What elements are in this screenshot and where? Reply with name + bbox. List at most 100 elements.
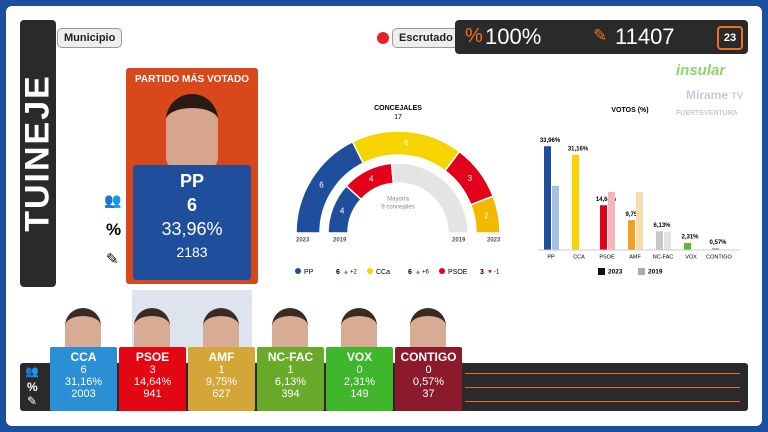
legend-seats: 6 bbox=[408, 269, 412, 276]
chart-title: CONCEJALES bbox=[374, 105, 422, 112]
vote-icon: ✎ bbox=[106, 251, 119, 268]
year-label: 2023 bbox=[296, 238, 310, 244]
bar bbox=[552, 185, 559, 250]
legend-dot bbox=[367, 268, 373, 274]
bar bbox=[544, 146, 551, 250]
party-votes: 37 bbox=[422, 388, 435, 400]
rule bbox=[465, 373, 740, 374]
party-votes: 627 bbox=[212, 388, 231, 400]
scrutinized: 100% bbox=[485, 24, 542, 49]
majority-seats: 9 concejales bbox=[381, 205, 414, 211]
value-label: 6,13% bbox=[653, 223, 671, 229]
legend-arrow: ▲ bbox=[415, 270, 421, 276]
value-label: 0,57% bbox=[709, 240, 727, 246]
legend-name: PP bbox=[304, 269, 314, 276]
legend-swatch bbox=[638, 268, 645, 275]
x-tick-label: AMF bbox=[629, 254, 641, 260]
legend-change: -1 bbox=[494, 270, 500, 276]
bar bbox=[608, 191, 615, 250]
x-tick-label: PSOE bbox=[599, 254, 615, 260]
legend-label: 2019 bbox=[648, 269, 663, 276]
legend-swatch bbox=[598, 268, 605, 275]
winner-pct: 33,96% bbox=[161, 219, 223, 239]
majority: Mayoría bbox=[387, 197, 409, 203]
logo: insular bbox=[676, 62, 726, 79]
year-label: 2019 bbox=[452, 238, 466, 244]
winner-seats: 6 bbox=[186, 195, 197, 215]
seat-label: 6 bbox=[319, 181, 324, 190]
total-seats: 17 bbox=[394, 114, 402, 121]
party-seats: 3 bbox=[149, 364, 156, 376]
x-tick-label: PP bbox=[547, 254, 555, 260]
legend-name: CCa bbox=[376, 269, 390, 276]
logo-text: TV bbox=[731, 91, 743, 101]
party-name: AMF bbox=[208, 350, 235, 364]
legend-change: +2 bbox=[350, 270, 358, 276]
photo bbox=[166, 94, 218, 168]
party-seats: 0 bbox=[356, 364, 363, 376]
party-votes: 149 bbox=[350, 388, 369, 400]
bar bbox=[628, 220, 635, 250]
logo: FUERTEVENTURA bbox=[676, 110, 738, 117]
bar bbox=[656, 231, 663, 250]
party-votes: 2003 bbox=[71, 388, 96, 400]
party-pct: 2,31% bbox=[343, 376, 376, 388]
status-dot bbox=[377, 32, 389, 44]
x-tick-label: CONTIGO bbox=[706, 254, 732, 260]
seats-icon: 👥 bbox=[25, 366, 39, 378]
logo: Mírame TV bbox=[686, 88, 743, 102]
bar bbox=[684, 242, 691, 250]
value-label: 33,96% bbox=[540, 138, 561, 144]
x-tick-label: CCA bbox=[573, 254, 585, 260]
seat-label: 4 bbox=[369, 174, 374, 183]
party-box: AMF 1 9,75% 627 bbox=[188, 347, 255, 411]
seat-label: 4 bbox=[340, 206, 345, 215]
party-name: CONTIGO bbox=[400, 350, 457, 364]
bar bbox=[664, 231, 671, 250]
rule bbox=[465, 401, 740, 402]
legend-seats: 6 bbox=[336, 269, 340, 276]
party-pct: 14,64% bbox=[133, 376, 172, 388]
value-label: 14,64% bbox=[596, 197, 617, 203]
winner-heading: PARTIDO MÁS VOTADO bbox=[134, 74, 250, 85]
legend-dot bbox=[295, 268, 301, 274]
year-label: 2023 bbox=[487, 238, 501, 244]
seat-rest bbox=[390, 162, 469, 234]
party-seats: 1 bbox=[218, 364, 225, 376]
party-votes: 394 bbox=[281, 388, 300, 400]
party-box: NC-FAC 1 6,13% 394 bbox=[257, 347, 324, 411]
party-box: CCA 6 31,16% 2003 bbox=[50, 347, 117, 411]
winner-box: PP 6 33,96% 2183 bbox=[133, 165, 251, 280]
chart-title: VOTOS (%) bbox=[611, 107, 648, 114]
legend-dot bbox=[439, 268, 445, 274]
party-votes: 941 bbox=[143, 388, 162, 400]
pct-symbol: % bbox=[465, 25, 483, 47]
winner-party: PP bbox=[179, 171, 204, 191]
seat-label: 3 bbox=[468, 174, 473, 183]
party-name: PSOE bbox=[135, 350, 170, 364]
party-pct: 0,57% bbox=[412, 376, 445, 388]
vote-icon: ✎ bbox=[593, 26, 608, 45]
party-box: CONTIGO 0 0,57% 37 bbox=[395, 347, 462, 411]
value-label: 9,75% bbox=[625, 212, 643, 218]
party-pct: 31,16% bbox=[64, 376, 103, 388]
escrutado-pill: Escrutado bbox=[392, 28, 460, 48]
legend-seats: 3 bbox=[480, 269, 484, 276]
pct-icon: % bbox=[27, 380, 38, 394]
bar bbox=[600, 205, 607, 250]
bar bbox=[636, 191, 643, 250]
winner-votes: 2183 bbox=[176, 244, 208, 260]
party-pct: 9,75% bbox=[205, 376, 238, 388]
legend-arrow: ▲ bbox=[343, 270, 349, 276]
party-seats: 1 bbox=[287, 364, 294, 376]
winner-card: PARTIDO MÁS VOTADO PP 6 33,96% 2183 bbox=[126, 68, 258, 284]
seat-label: 2 bbox=[484, 212, 489, 221]
title-tab: TUINEJE bbox=[19, 20, 57, 287]
party-name: VOX bbox=[346, 350, 373, 364]
logo-text: Mírame bbox=[686, 88, 729, 102]
bar bbox=[712, 248, 719, 250]
x-tick-label: VOX bbox=[685, 254, 697, 260]
bar bbox=[572, 154, 579, 250]
x-tick-label: NC-FAC bbox=[653, 254, 674, 260]
